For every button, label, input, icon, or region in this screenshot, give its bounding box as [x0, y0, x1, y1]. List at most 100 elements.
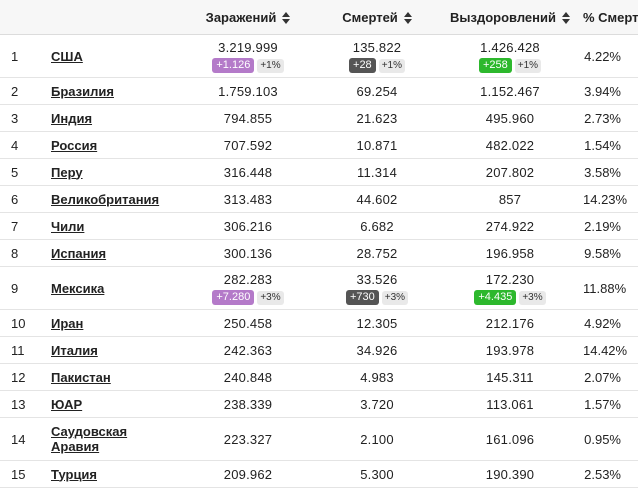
- cases-value: 313.483: [179, 185, 317, 213]
- header-cases[interactable]: Заражений: [179, 0, 317, 35]
- deaths-value: 28.752: [317, 239, 437, 267]
- recovered-value: 172.230: [485, 271, 535, 287]
- cases-value: 306.216: [179, 212, 317, 240]
- country-link[interactable]: Испания: [51, 245, 107, 261]
- deaths-value: 3.720: [317, 390, 437, 418]
- sort-up-down-icon[interactable]: [562, 12, 570, 25]
- recovered-delta-badge: +4.435: [474, 289, 517, 305]
- death-rate-cell: 1.54%: [583, 131, 638, 159]
- cases-value: 707.592: [179, 131, 317, 159]
- rank-cell: 14: [0, 417, 51, 461]
- table-row: 12 Пакистан 240.848 4.983 145.311 2.07%: [0, 363, 638, 391]
- recovered-value: 145.311: [437, 363, 583, 391]
- rank-cell: 6: [0, 185, 51, 213]
- table-row: 15 Турция 209.962 5.300 190.390 2.53%: [0, 460, 638, 488]
- cases-value: 223.327: [179, 417, 317, 461]
- country-link[interactable]: Чили: [51, 218, 85, 234]
- cases-value: 240.848: [179, 363, 317, 391]
- cases-value: 794.855: [179, 104, 317, 132]
- deaths-pct-badge: +1%: [378, 58, 405, 73]
- deaths-value: 10.871: [317, 131, 437, 159]
- cases-pct-badge: +3%: [257, 290, 284, 305]
- death-rate-cell: 4.92%: [583, 309, 638, 337]
- recovered-value: 190.390: [437, 460, 583, 488]
- deaths-value: 21.623: [317, 104, 437, 132]
- country-link[interactable]: Италия: [51, 342, 98, 358]
- country-link[interactable]: Саудовская Аравия: [51, 424, 128, 454]
- country-link[interactable]: США: [51, 48, 83, 64]
- cases-value: 282.283: [223, 271, 273, 287]
- recovered-value: 495.960: [437, 104, 583, 132]
- death-rate-cell: 14.42%: [583, 336, 638, 364]
- deaths-value: 11.314: [317, 158, 437, 186]
- country-link[interactable]: Турция: [51, 466, 98, 482]
- table-row: 7 Чили 306.216 6.682 274.922 2.19%: [0, 212, 638, 240]
- header-deaths[interactable]: Смертей: [317, 0, 437, 35]
- death-rate-cell: 9.58%: [583, 239, 638, 267]
- cases-value: 209.962: [179, 460, 317, 488]
- rank-cell: 11: [0, 336, 51, 364]
- country-link[interactable]: Иран: [51, 315, 84, 331]
- country-link[interactable]: Бразилия: [51, 83, 114, 99]
- header-recovered-label: Выздоровлений: [450, 9, 556, 25]
- country-link[interactable]: Перу: [51, 164, 83, 180]
- table-row: 3 Индия 794.855 21.623 495.960 2.73%: [0, 104, 638, 132]
- death-rate-cell: 11.88%: [583, 266, 638, 310]
- header-deaths-label: Смертей: [342, 9, 398, 25]
- death-rate-cell: 2.73%: [583, 104, 638, 132]
- recovered-value: 207.802: [437, 158, 583, 186]
- country-link[interactable]: Мексика: [51, 280, 105, 296]
- cases-value: 250.458: [179, 309, 317, 337]
- death-rate-cell: 3.94%: [583, 77, 638, 105]
- cases-value: 1.759.103: [179, 77, 317, 105]
- deaths-delta-badge: +730: [345, 289, 379, 305]
- death-rate-cell: 2.19%: [583, 212, 638, 240]
- recovered-delta-badge: +258: [478, 57, 512, 73]
- cases-pct-badge: +1%: [257, 58, 284, 73]
- death-rate-cell: 1.57%: [583, 390, 638, 418]
- rank-cell: 12: [0, 363, 51, 391]
- rank-cell: 10: [0, 309, 51, 337]
- header-recovered[interactable]: Выздоровлений: [437, 0, 583, 35]
- deaths-value: 135.822: [352, 39, 402, 55]
- deaths-value: 5.300: [317, 460, 437, 488]
- table-row: 8 Испания 300.136 28.752 196.958 9.58%: [0, 239, 638, 267]
- recovered-value: 196.958: [437, 239, 583, 267]
- table-row: 2 Бразилия 1.759.103 69.254 1.152.467 3.…: [0, 77, 638, 105]
- deaths-value: 12.305: [317, 309, 437, 337]
- deaths-pct-badge: +3%: [381, 290, 409, 305]
- deaths-value: 6.682: [317, 212, 437, 240]
- country-link[interactable]: ЮАР: [51, 396, 83, 412]
- rank-cell: 13: [0, 390, 51, 418]
- recovered-value: 1.426.428: [480, 39, 540, 55]
- country-link[interactable]: Пакистан: [51, 369, 111, 385]
- rank-cell: 8: [0, 239, 51, 267]
- recovered-value: 212.176: [437, 309, 583, 337]
- header-death-rate-label: % Смертей: [583, 9, 638, 25]
- deaths-value: 4.983: [317, 363, 437, 391]
- country-link[interactable]: Великобритания: [51, 191, 160, 207]
- deaths-value: 33.526: [356, 271, 398, 287]
- recovered-pct-badge: +3%: [519, 290, 546, 305]
- death-rate-cell: 4.22%: [583, 34, 638, 78]
- deaths-value: 69.254: [317, 77, 437, 105]
- deaths-value: 34.926: [317, 336, 437, 364]
- rank-cell: 2: [0, 77, 51, 105]
- deaths-value: 44.602: [317, 185, 437, 213]
- sort-up-down-icon[interactable]: [282, 12, 291, 25]
- header-rank: [0, 0, 51, 35]
- header-death-rate[interactable]: % Смертей: [583, 0, 638, 35]
- death-rate-cell: 3.58%: [583, 158, 638, 186]
- country-link[interactable]: Индия: [51, 110, 93, 126]
- sort-up-down-icon[interactable]: [403, 12, 412, 25]
- death-rate-cell: 2.07%: [583, 363, 638, 391]
- table-row: 6 Великобритания 313.483 44.602 857 14.2…: [0, 185, 638, 213]
- table-row: 11 Италия 242.363 34.926 193.978 14.42%: [0, 336, 638, 364]
- country-link[interactable]: Россия: [51, 137, 98, 153]
- rank-cell: 4: [0, 131, 51, 159]
- table-row: 14 Саудовская Аравия 223.327 2.100 161.0…: [0, 417, 638, 461]
- rank-cell: 7: [0, 212, 51, 240]
- rank-cell: 5: [0, 158, 51, 186]
- recovered-value: 161.096: [437, 417, 583, 461]
